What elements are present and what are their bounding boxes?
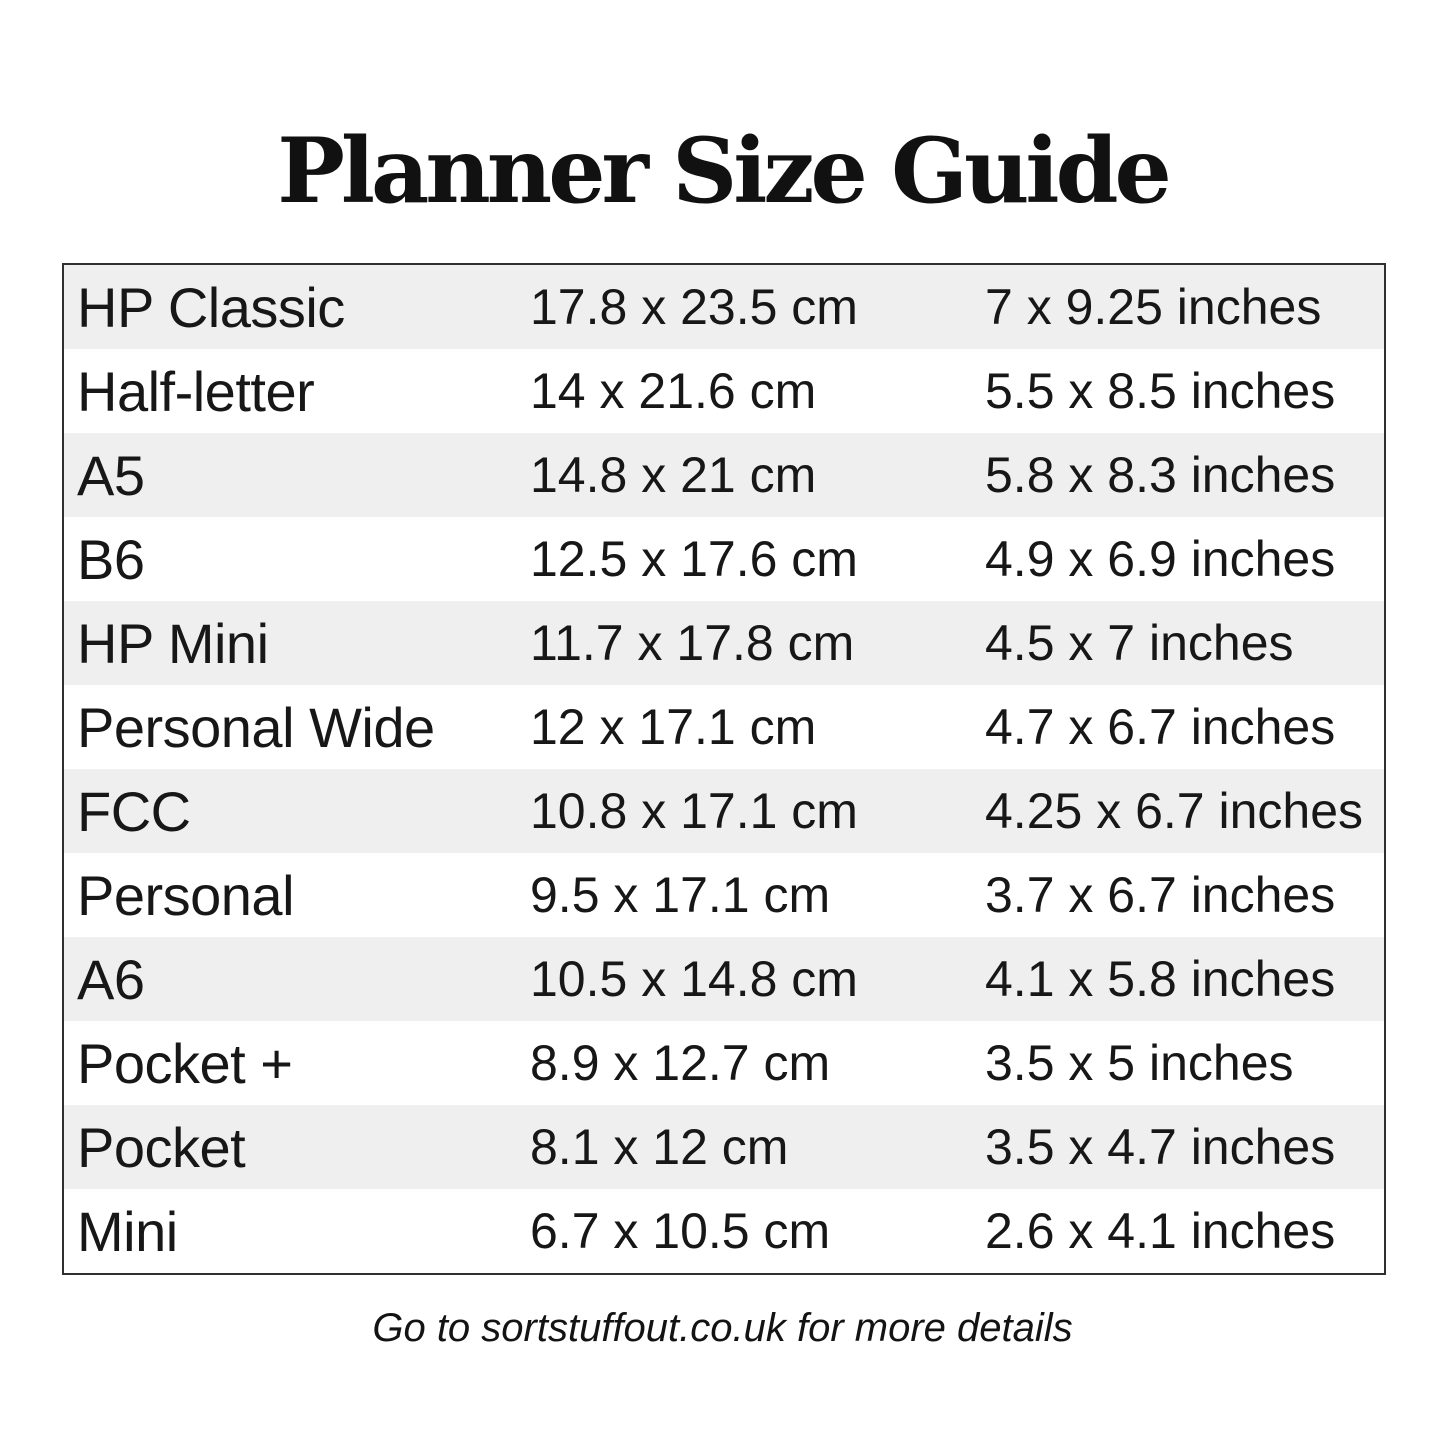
planner-name: HP Classic: [77, 275, 345, 339]
size-cm: 6.7 x 10.5 cm: [530, 1203, 831, 1259]
planner-name: Half-letter: [77, 359, 315, 423]
table-row: HP Mini 11.7 x 17.8 cm 4.5 x 7 inches: [64, 601, 1384, 685]
size-cm: 8.9 x 12.7 cm: [530, 1035, 831, 1091]
size-inches: 4.1 x 5.8 inches: [985, 951, 1336, 1007]
size-inches: 5.5 x 8.5 inches: [985, 363, 1336, 419]
planner-name: B6: [77, 527, 145, 591]
size-cm: 11.7 x 17.8 cm: [530, 615, 855, 671]
size-inches: 3.5 x 4.7 inches: [985, 1119, 1336, 1175]
size-cm: 9.5 x 17.1 cm: [530, 867, 831, 923]
table-row: B6 12.5 x 17.6 cm 4.9 x 6.9 inches: [64, 517, 1384, 601]
size-inches: 4.9 x 6.9 inches: [985, 531, 1336, 587]
size-cm: 14.8 x 21 cm: [530, 447, 817, 503]
table-row: FCC 10.8 x 17.1 cm 4.25 x 6.7 inches: [64, 769, 1384, 853]
planner-name: HP Mini: [77, 611, 269, 675]
size-cm: 12.5 x 17.6 cm: [530, 531, 858, 587]
size-inches: 5.8 x 8.3 inches: [985, 447, 1336, 503]
table-row: A5 14.8 x 21 cm 5.8 x 8.3 inches: [64, 433, 1384, 517]
table-row: Mini 6.7 x 10.5 cm 2.6 x 4.1 inches: [64, 1189, 1384, 1273]
page-title: Planner Size Guide: [277, 118, 1172, 224]
size-cm: 10.5 x 14.8 cm: [530, 951, 858, 1007]
size-inches: 4.25 x 6.7 inches: [985, 783, 1364, 839]
planner-name: Pocket: [77, 1115, 246, 1179]
size-inches: 4.7 x 6.7 inches: [985, 699, 1336, 755]
table-row: Personal Wide 12 x 17.1 cm 4.7 x 6.7 inc…: [64, 685, 1384, 769]
size-cm: 8.1 x 12 cm: [530, 1119, 789, 1175]
size-cm: 10.8 x 17.1 cm: [530, 783, 858, 839]
size-inches: 4.5 x 7 inches: [985, 615, 1294, 671]
planner-name: Mini: [77, 1199, 178, 1263]
size-inches: 7 x 9.25 inches: [985, 279, 1322, 335]
table-row: HP Classic 17.8 x 23.5 cm 7 x 9.25 inche…: [64, 265, 1384, 349]
size-inches: 3.7 x 6.7 inches: [985, 867, 1336, 923]
size-table: HP Classic 17.8 x 23.5 cm 7 x 9.25 inche…: [62, 263, 1386, 1275]
table-row: Pocket 8.1 x 12 cm 3.5 x 4.7 inches: [64, 1105, 1384, 1189]
size-cm: 17.8 x 23.5 cm: [530, 279, 858, 335]
planner-name: A5: [77, 443, 145, 507]
table-row: Personal 9.5 x 17.1 cm 3.7 x 6.7 inches: [64, 853, 1384, 937]
table-row: Half-letter 14 x 21.6 cm 5.5 x 8.5 inche…: [64, 349, 1384, 433]
footer-note: Go to sortstuffout.co.uk for more detail…: [372, 1306, 1073, 1350]
size-cm: 14 x 21.6 cm: [530, 363, 817, 419]
table-row: Pocket + 8.9 x 12.7 cm 3.5 x 5 inches: [64, 1021, 1384, 1105]
planner-name: Personal Wide: [77, 695, 435, 759]
planner-name: Pocket +: [77, 1031, 293, 1095]
size-inches: 2.6 x 4.1 inches: [985, 1203, 1336, 1259]
size-cm: 12 x 17.1 cm: [530, 699, 817, 755]
size-inches: 3.5 x 5 inches: [985, 1035, 1294, 1091]
table-row: A6 10.5 x 14.8 cm 4.1 x 5.8 inches: [64, 937, 1384, 1021]
planner-name: A6: [77, 947, 145, 1011]
planner-name: FCC: [77, 779, 191, 843]
planner-name: Personal: [77, 863, 295, 927]
